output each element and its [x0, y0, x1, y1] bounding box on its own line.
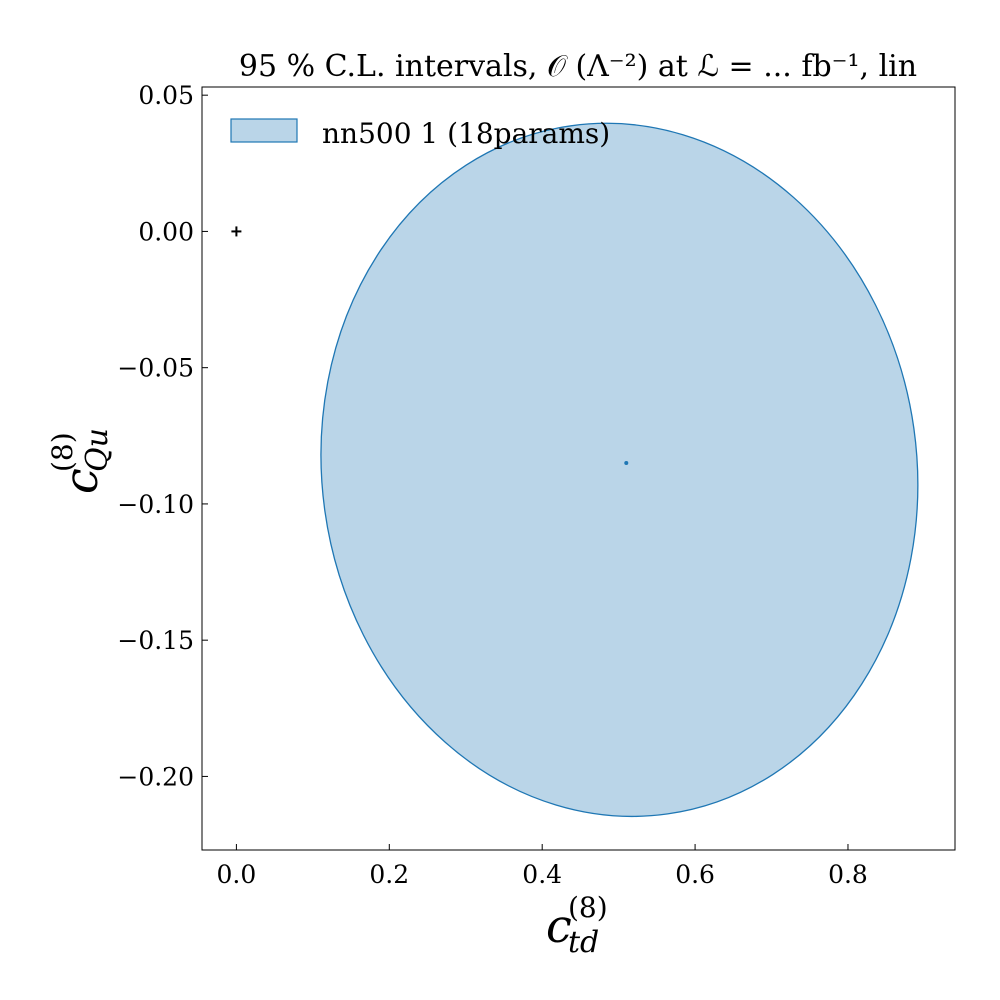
- x-axis-label: c (8) td: [546, 891, 608, 960]
- y-tick-label: −0.15: [117, 626, 194, 655]
- confidence-ellipse: [320, 122, 919, 818]
- y-tick-label: −0.05: [117, 354, 194, 383]
- sm-reference-marker: [231, 226, 242, 237]
- x-tick-label: 0.4: [522, 860, 562, 889]
- x-axis-label-sup: (8): [568, 891, 608, 924]
- y-tick-label: −0.10: [117, 490, 194, 519]
- y-tick-label: 0.00: [138, 217, 194, 246]
- x-tick-label: 0.8: [828, 860, 868, 889]
- y-axis-ticks: 0.05 0.00 −0.05 −0.10 −0.15 −0.20: [117, 81, 208, 791]
- y-axis-label-sub: Qu: [80, 428, 115, 472]
- x-tick-label: 0.6: [675, 860, 715, 889]
- x-axis-ticks: 0.0 0.2 0.4 0.6 0.8: [217, 844, 868, 889]
- x-axis-label-main: c: [546, 899, 572, 953]
- y-axis-label-sup: (8): [46, 432, 79, 472]
- y-tick-label: 0.05: [138, 81, 194, 110]
- y-axis-label-main: c: [54, 468, 108, 494]
- plot-area: [231, 122, 919, 818]
- axes-frame: [201, 86, 956, 851]
- x-tick-label: 0.2: [369, 860, 409, 889]
- legend: nn500 1 (18params): [230, 117, 610, 150]
- legend-swatch: [230, 118, 298, 143]
- ellipse-center-point: [624, 461, 629, 466]
- x-axis-label-sub: td: [568, 925, 599, 960]
- chart-title: 95 % C.L. intervals, 𝒪 (Λ⁻²) at ℒ = ... …: [239, 49, 917, 84]
- y-axis-label: c (8) Qu: [46, 428, 115, 494]
- y-tick-label: −0.20: [117, 762, 194, 791]
- legend-label: nn500 1 (18params): [322, 117, 610, 150]
- x-tick-label: 0.0: [217, 860, 257, 889]
